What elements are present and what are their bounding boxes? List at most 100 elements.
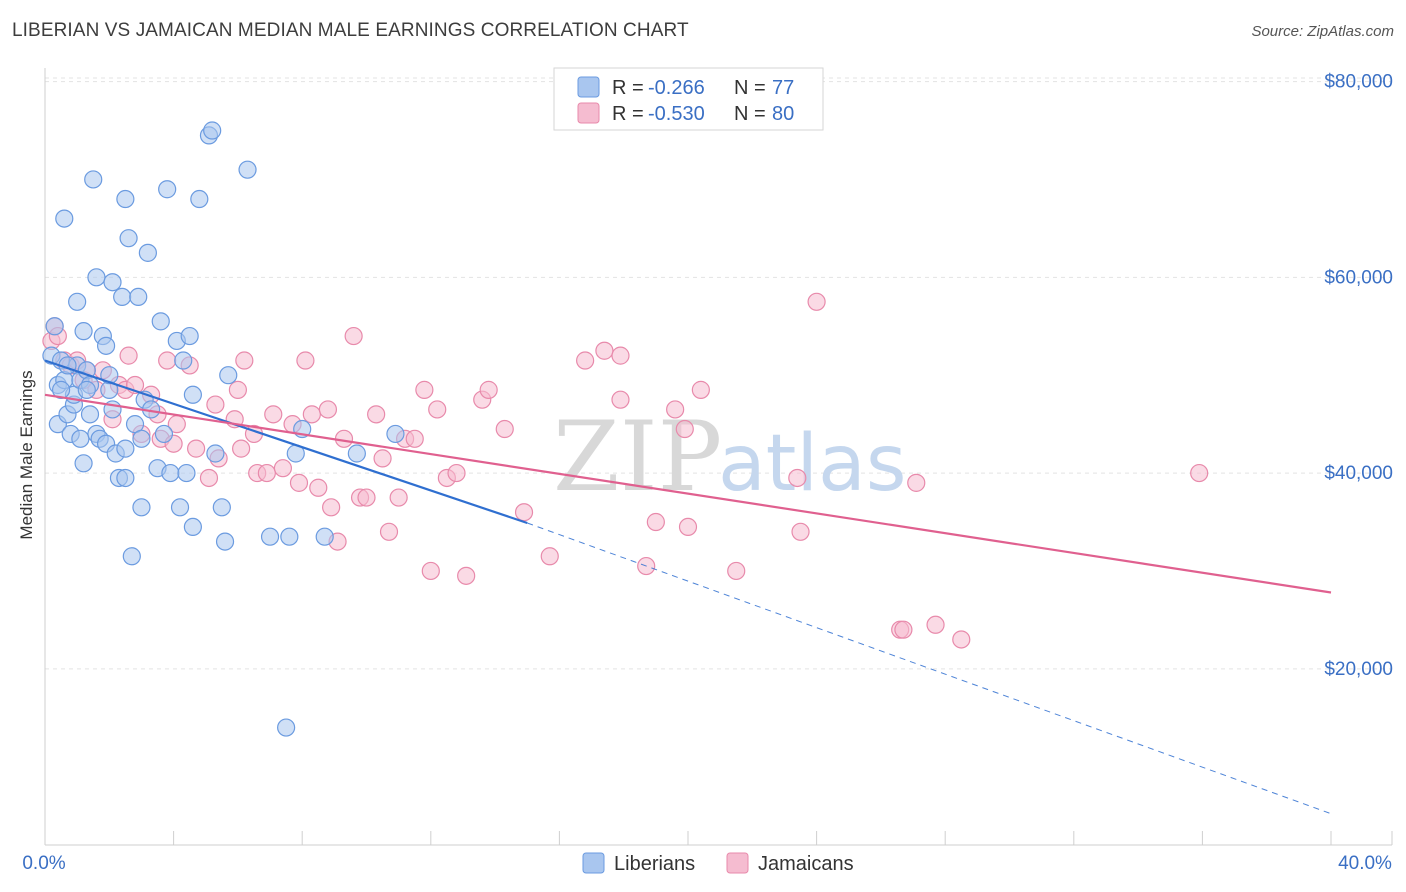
liberian-point <box>116 439 135 458</box>
liberian-trendline <box>44 359 528 525</box>
liberian-point <box>132 429 151 448</box>
jamaican-point <box>428 400 447 419</box>
jamaican-point <box>666 400 685 419</box>
liberian-point <box>138 243 157 262</box>
liberian-points <box>42 121 405 737</box>
y-tick-labels: $20,000 $40,000 $60,000 $80,000 <box>1324 72 1393 680</box>
jamaican-point <box>611 346 630 365</box>
jamaican-point <box>479 380 498 399</box>
jamaican-point <box>367 405 386 424</box>
x-tick-label-min: 0.0% <box>22 853 65 874</box>
jamaican-point <box>907 473 926 492</box>
y-axis-label: Median Male Earnings <box>17 370 36 539</box>
liberian-point <box>74 454 93 473</box>
watermark: ZIP atlas <box>553 401 907 513</box>
jamaican-point <box>264 405 283 424</box>
liberian-point <box>277 718 296 737</box>
jamaican-point <box>788 468 807 488</box>
jamaican-point <box>894 620 913 639</box>
jamaican-point <box>611 390 630 409</box>
legend-n-label-jamaicans: N = <box>734 103 766 125</box>
liberian-point <box>119 229 138 248</box>
liberian-point <box>170 498 190 517</box>
liberian-point <box>116 189 135 209</box>
jamaican-point <box>206 395 225 414</box>
jamaican-point <box>405 429 424 448</box>
jamaican-point <box>187 439 206 458</box>
legend-n-value-jamaicans: 80 <box>772 103 794 125</box>
jamaican-point <box>232 439 251 458</box>
jamaican-point <box>678 517 698 537</box>
liberian-point <box>183 385 202 404</box>
liberian-point <box>55 209 74 228</box>
jamaican-point <box>158 351 177 370</box>
liberian-point <box>116 468 135 488</box>
liberian-point <box>158 180 177 199</box>
jamaican-point <box>514 503 534 522</box>
jamaican-point <box>1190 463 1209 483</box>
liberian-point <box>219 366 238 385</box>
legend-r-value-liberians: -0.266 <box>648 77 705 99</box>
jamaican-point <box>228 380 247 399</box>
liberian-point <box>315 527 334 546</box>
liberian-point <box>84 170 103 189</box>
jamaican-point <box>199 468 219 488</box>
jamaican-point <box>495 419 514 439</box>
jamaican-point <box>540 547 559 566</box>
jamaican-point <box>302 405 321 424</box>
jamaican-point <box>926 615 945 634</box>
y-tick-label: $40,000 <box>1324 463 1393 484</box>
liberian-point <box>100 366 119 385</box>
jamaican-point <box>952 630 971 649</box>
watermark-zip: ZIP <box>553 401 722 513</box>
liberian-point <box>174 351 193 370</box>
jamaican-point <box>447 463 466 483</box>
jamaican-point <box>296 351 315 370</box>
source-credit: Source: ZipAtlas.com <box>1251 23 1394 40</box>
liberian-point <box>183 517 202 537</box>
liberian-point <box>212 498 231 517</box>
jamaican-point <box>357 488 376 507</box>
legend-n-value-liberians: 77 <box>772 77 794 99</box>
x-tick-label-max: 40.0% <box>1338 853 1392 874</box>
liberian-point <box>51 380 71 399</box>
series-legend: Liberians Jamaicans <box>582 852 854 875</box>
liberian-point <box>122 547 141 566</box>
jamaican-point <box>257 463 276 483</box>
liberian-point <box>203 121 222 140</box>
series-label-jamaicans: Jamaicans <box>758 853 854 875</box>
liberian-point <box>80 405 100 424</box>
liberian-point <box>103 273 122 292</box>
legend-r-label-jamaicans: R = <box>612 103 644 125</box>
jamaican-point <box>309 478 328 497</box>
jamaican-point <box>595 341 614 360</box>
liberian-point <box>129 287 148 306</box>
series-label-liberians: Liberians <box>614 853 695 875</box>
liberian-point <box>87 268 106 287</box>
jamaican-point <box>379 522 399 541</box>
liberian-point <box>77 380 96 399</box>
jamaican-point <box>421 561 440 581</box>
legend-n-label-liberians: N = <box>734 77 766 99</box>
jamaican-point <box>322 498 341 517</box>
x-ticks <box>44 831 1393 845</box>
jamaican-point <box>289 473 309 492</box>
jamaican-point <box>389 488 408 507</box>
jamaican-point <box>457 566 476 585</box>
liberian-point <box>280 527 299 546</box>
liberian-point <box>45 317 64 336</box>
y-tick-label: $60,000 <box>1324 267 1393 288</box>
stats-legend: R = -0.266 N = 77 R = -0.530 N = 80 <box>553 67 824 131</box>
watermark-atlas: atlas <box>718 419 907 509</box>
y-tick-label: $20,000 <box>1324 659 1393 680</box>
legend-swatch-jamaicans <box>577 102 600 124</box>
liberian-point <box>190 189 209 209</box>
liberian-point <box>113 287 132 306</box>
liberian-point <box>386 424 405 444</box>
series-swatch-jamaicans <box>726 852 749 874</box>
chart-title: LIBERIAN VS JAMAICAN MEDIAN MALE EARNING… <box>12 20 689 41</box>
liberian-point <box>347 444 366 463</box>
jamaican-points <box>42 292 1209 649</box>
jamaican-trendline <box>44 393 1332 594</box>
jamaican-point <box>318 400 338 419</box>
